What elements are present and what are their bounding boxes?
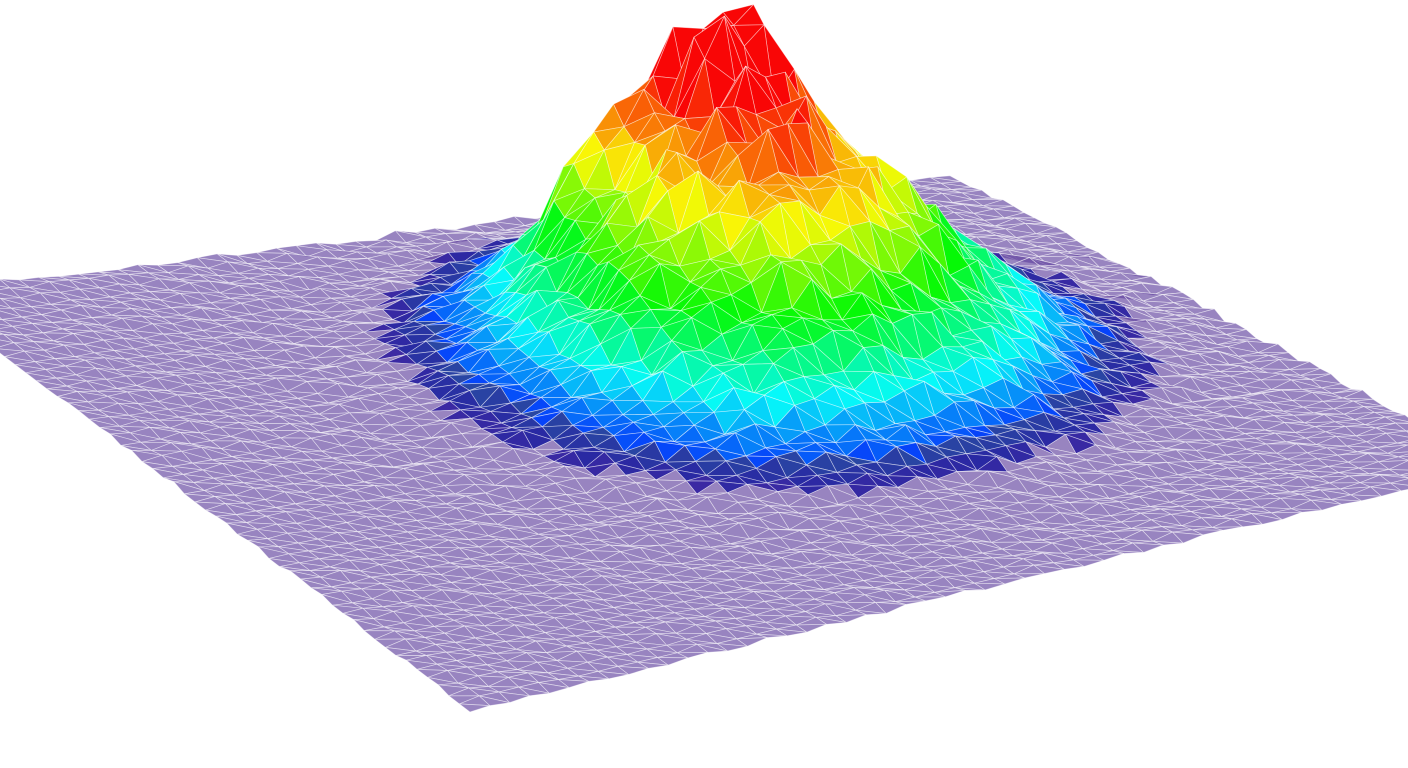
surface-mesh <box>0 4 1408 713</box>
surface-facet <box>0 285 11 290</box>
surface-facet <box>0 279 11 289</box>
